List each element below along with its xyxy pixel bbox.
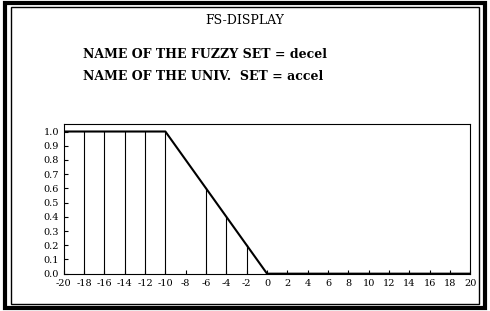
Text: NAME OF THE FUZZY SET = decel: NAME OF THE FUZZY SET = decel [83, 48, 327, 61]
Text: NAME OF THE UNIV.  SET = accel: NAME OF THE UNIV. SET = accel [83, 70, 323, 83]
Text: FS-DISPLAY: FS-DISPLAY [206, 14, 284, 27]
